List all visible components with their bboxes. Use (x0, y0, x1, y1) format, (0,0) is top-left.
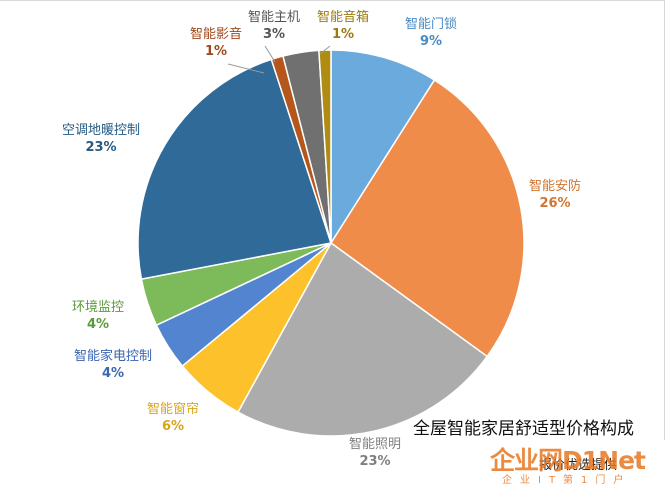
slice-name-label-5: 智能家电控制 (74, 348, 152, 364)
watermark-text: 企业网D1Net (490, 446, 646, 475)
slice-value-label-5: 4% (102, 366, 124, 381)
slice-value-label-9: 3% (263, 27, 285, 42)
slice-value-label-8: 1% (205, 44, 227, 59)
slice-value-label-4: 6% (162, 419, 184, 434)
slice-value-label-10: 1% (332, 27, 354, 42)
frame-top-line (0, 0, 665, 1)
leader-line-2 (227, 63, 265, 74)
watermark-subtext: 企业IT第1门户 (502, 475, 632, 486)
leader-line-1 (264, 45, 276, 63)
slice-value-label-7: 23% (85, 140, 116, 155)
source-note: 报价优选提供 (539, 458, 618, 473)
slice-name-label-1: 智能门锁 (405, 16, 457, 32)
slice-name-label-8: 智能影音 (190, 26, 242, 42)
slice-value-label-1: 9% (420, 34, 442, 49)
slice-name-label-2: 智能安防 (529, 178, 581, 194)
chart-title: 全屋智能家居舒适型价格构成 (413, 419, 634, 439)
slice-name-label-6: 环境监控 (72, 300, 124, 315)
slice-value-label-6: 4% (87, 317, 109, 332)
pie-slice-1 (330, 49, 436, 246)
slice-name-label-4: 智能窗帘 (147, 401, 199, 417)
slice-name-label-10: 智能音箱 (317, 9, 369, 25)
slice-name-label-3: 智能照明 (349, 437, 401, 452)
slice-name-label-7: 空调地暖控制 (62, 123, 140, 138)
pie-slice-7 (137, 58, 332, 281)
pie-slice-2 (329, 79, 525, 358)
leader-line-3 (319, 45, 331, 55)
pie-slice-3 (237, 241, 489, 437)
slice-value-label-2: 26% (539, 196, 570, 211)
slice-name-label-9: 智能主机 (248, 10, 300, 25)
watermark-logo: 企业网D1Net 企业IT第1门户 (488, 441, 664, 486)
slice-value-label-3: 23% (359, 454, 390, 469)
